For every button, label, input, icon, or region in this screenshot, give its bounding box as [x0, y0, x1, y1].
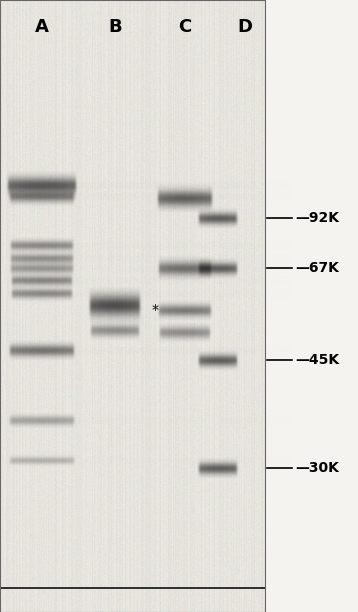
Text: —45K: —45K	[295, 353, 339, 367]
Text: —30K: —30K	[295, 461, 339, 475]
Text: A: A	[35, 18, 49, 36]
Text: B: B	[108, 18, 122, 36]
Text: —67K: —67K	[295, 261, 339, 275]
Text: C: C	[178, 18, 192, 36]
Text: —92K: —92K	[295, 211, 339, 225]
Text: *: *	[151, 303, 159, 317]
Bar	[0, 0, 265, 612]
Text: D: D	[237, 18, 252, 36]
